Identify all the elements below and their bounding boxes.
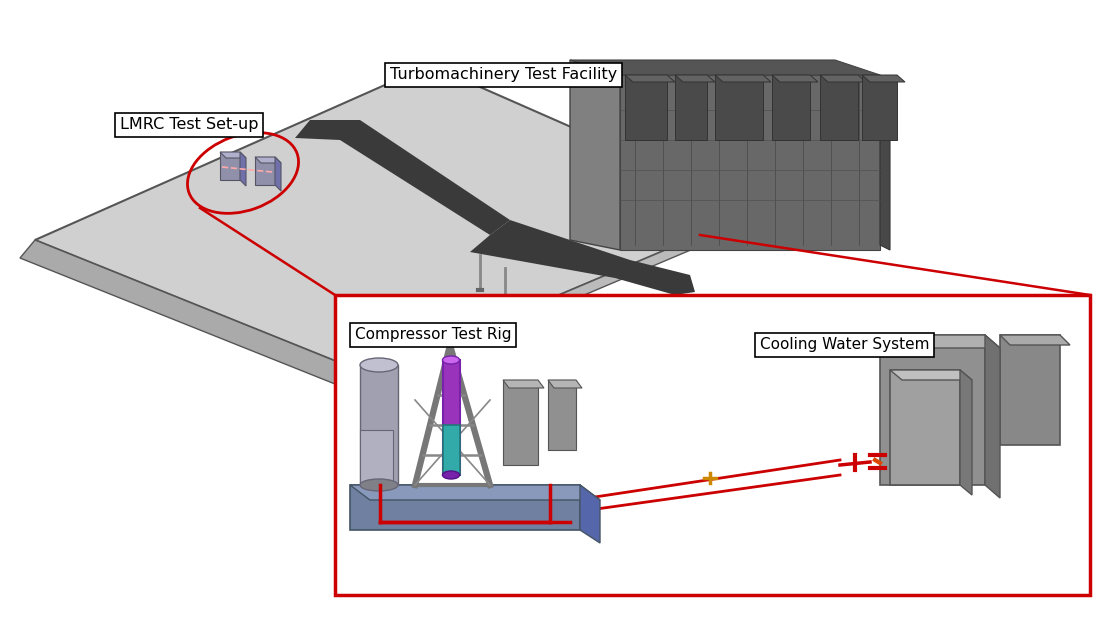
Polygon shape [220,152,240,180]
Polygon shape [255,157,280,163]
Polygon shape [625,75,675,82]
Polygon shape [503,380,544,388]
Polygon shape [350,485,600,500]
Polygon shape [772,75,810,140]
Polygon shape [862,75,905,82]
Polygon shape [240,152,246,186]
Polygon shape [20,240,370,392]
Text: Compressor Test Rig: Compressor Test Rig [355,328,512,343]
Ellipse shape [442,471,460,479]
Polygon shape [1000,335,1060,445]
Polygon shape [580,485,600,543]
Ellipse shape [360,479,398,491]
Ellipse shape [442,356,460,364]
Polygon shape [675,75,715,82]
Polygon shape [862,75,896,140]
Polygon shape [620,75,880,250]
Polygon shape [880,75,890,250]
Polygon shape [470,220,695,295]
Ellipse shape [360,358,398,372]
Polygon shape [880,335,984,485]
Polygon shape [443,360,460,475]
Polygon shape [715,75,763,140]
Polygon shape [675,75,707,140]
Polygon shape [715,75,771,82]
Polygon shape [255,157,275,185]
Polygon shape [360,430,393,485]
Polygon shape [275,157,280,191]
Polygon shape [880,335,1000,348]
Polygon shape [625,75,667,140]
Polygon shape [548,380,576,450]
Polygon shape [890,370,972,380]
Polygon shape [220,152,246,158]
Polygon shape [820,75,858,140]
Polygon shape [350,485,580,530]
Polygon shape [890,370,960,485]
Polygon shape [820,75,866,82]
Polygon shape [570,60,880,75]
Polygon shape [960,370,972,495]
Polygon shape [570,60,620,250]
Polygon shape [772,75,818,82]
FancyBboxPatch shape [336,295,1090,595]
Text: Turbomachinery Test Facility: Turbomachinery Test Facility [390,67,617,83]
Text: LMRC Test Set-up: LMRC Test Set-up [120,118,258,132]
Polygon shape [35,65,760,375]
Polygon shape [503,380,538,465]
Polygon shape [443,425,460,475]
Polygon shape [355,210,760,392]
Polygon shape [984,335,1000,498]
Text: Cooling Water System: Cooling Water System [760,338,930,353]
Polygon shape [360,365,398,485]
Polygon shape [1000,335,1070,345]
Polygon shape [295,120,510,235]
Polygon shape [548,380,582,388]
